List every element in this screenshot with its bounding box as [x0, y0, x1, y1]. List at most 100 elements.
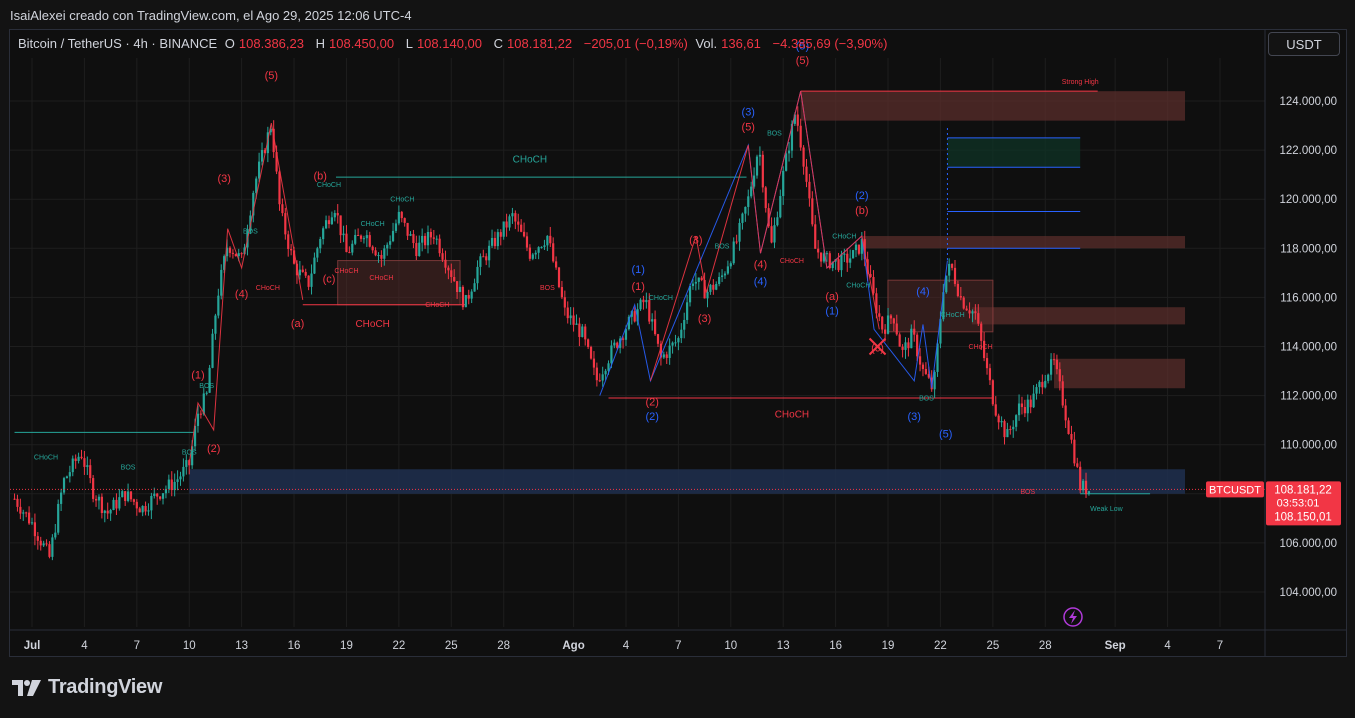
price-tick-label: 104.000,00	[1279, 587, 1337, 599]
tradingview-logo[interactable]: TradingView	[12, 676, 162, 699]
candle-body	[377, 255, 380, 257]
candle-body	[345, 233, 348, 253]
wave-label: (5)	[796, 55, 809, 67]
structure-tag: BOS	[243, 229, 258, 236]
candle-body	[205, 392, 208, 394]
candle-body	[461, 286, 465, 308]
candle-body	[799, 125, 802, 148]
price-tick-label: 114.000,00	[1280, 342, 1337, 354]
candle-body	[671, 342, 674, 346]
wave-label: (3)	[217, 173, 230, 185]
time-tick-label: 10	[724, 640, 737, 652]
candle-body	[185, 460, 188, 467]
candle-body	[313, 257, 316, 274]
candle-body	[680, 329, 683, 339]
candle-body	[153, 493, 156, 496]
last-price-label: 108.181,22	[1274, 484, 1332, 496]
wave-label: (c)	[871, 342, 884, 354]
candle-body	[202, 393, 205, 415]
candle-body	[965, 308, 968, 311]
candle-body	[540, 246, 543, 248]
candle-body	[438, 238, 441, 254]
candle-body	[196, 413, 200, 426]
candle-body	[930, 377, 933, 390]
candle-body	[237, 253, 240, 257]
price-tick-label: 110.000,00	[1280, 440, 1337, 452]
candle-body	[266, 132, 269, 154]
candle-body	[761, 154, 764, 188]
price-tick-label: 118.000,00	[1280, 243, 1337, 255]
wave-label: (3)	[698, 313, 711, 325]
candle-body	[744, 206, 747, 214]
low-label: L	[405, 36, 413, 51]
supply-zone	[800, 91, 1186, 121]
candle-body	[62, 478, 66, 493]
candle-body	[97, 496, 101, 501]
candle-body	[1067, 420, 1070, 434]
candle-body	[994, 404, 997, 416]
candle-body	[144, 506, 147, 512]
candle-body	[796, 114, 799, 126]
candle-body	[904, 342, 907, 350]
candle-body	[953, 267, 957, 284]
candle-body	[651, 319, 654, 322]
candle-body	[968, 310, 971, 314]
candle-timer: 03:53:01	[1277, 497, 1320, 509]
candle-body	[843, 253, 846, 255]
structure-tag: CHoCH	[649, 295, 673, 302]
candle-body	[368, 235, 371, 247]
candle-body	[595, 367, 598, 381]
wave-label: (4)	[916, 286, 929, 298]
candle-body	[956, 283, 960, 297]
currency-button[interactable]: USDT	[1268, 32, 1340, 56]
candle-body	[782, 170, 785, 197]
candle-body	[1009, 429, 1012, 431]
candle-body	[991, 380, 994, 405]
candle-body	[747, 196, 750, 207]
candle-body	[19, 506, 22, 514]
time-tick-label: 19	[882, 640, 895, 652]
time-tick-label: 22	[392, 640, 405, 652]
candle-body	[441, 253, 444, 260]
candle-body	[25, 512, 28, 514]
candle-body	[1000, 421, 1003, 423]
candle-body	[817, 248, 820, 253]
structure-tag: CHoCH	[317, 182, 341, 189]
candle-body	[397, 211, 400, 224]
lightning-icon[interactable]	[1063, 607, 1083, 627]
candle-body	[1017, 403, 1021, 416]
candle-body	[828, 253, 831, 269]
candle-body	[537, 247, 540, 253]
candle-body	[723, 273, 727, 276]
time-tick-label: 7	[675, 640, 681, 652]
candle-body	[365, 235, 368, 239]
candle-body	[549, 235, 552, 244]
time-tick-label: 4	[81, 640, 88, 652]
time-tick-label: 4	[1164, 640, 1171, 652]
candle-body	[528, 247, 531, 259]
candle-body	[502, 221, 505, 237]
open-value: 108.386,23	[238, 36, 304, 51]
candle-body	[357, 234, 360, 236]
candle-body	[354, 234, 357, 244]
candle-body	[752, 175, 756, 187]
candle-body	[374, 250, 377, 256]
candle-body	[738, 222, 741, 242]
candle-body	[534, 252, 537, 255]
close-value: 108.181,22	[507, 36, 573, 51]
symbol-name[interactable]: Bitcoin / TetherUS · 4h · BINANCE	[18, 36, 218, 51]
candle-body	[255, 178, 258, 193]
candle-body	[1061, 381, 1064, 406]
wave-label: (1)	[631, 281, 644, 293]
candle-body	[258, 161, 261, 179]
candle-body	[942, 292, 945, 320]
candle-body	[694, 281, 697, 284]
candle-body	[1029, 399, 1032, 408]
candle-body	[779, 196, 782, 218]
supply-zone-fill	[337, 260, 461, 305]
candle-body	[170, 479, 173, 491]
candle-body	[1084, 480, 1088, 494]
structure-tag: CHoCH	[361, 221, 385, 228]
candle-body	[1044, 380, 1047, 388]
